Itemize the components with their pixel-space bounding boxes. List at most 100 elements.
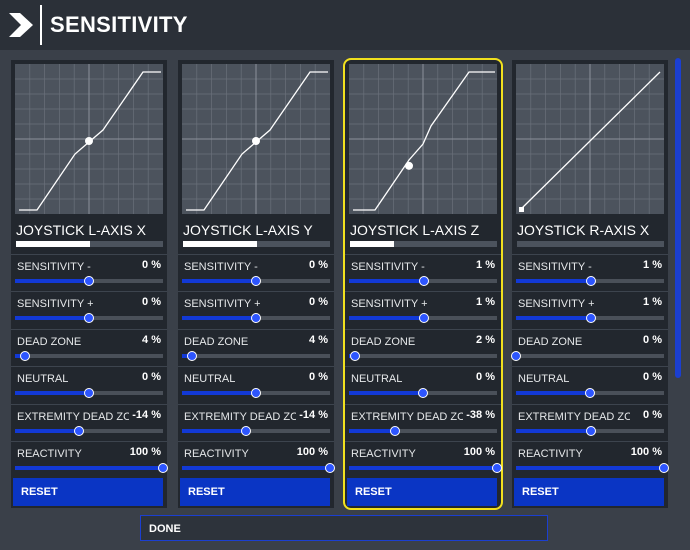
setting-row: REACTIVITY 100 %	[11, 441, 168, 479]
setting-slider[interactable]	[349, 313, 497, 323]
setting-slider[interactable]	[182, 426, 330, 436]
setting-slider[interactable]	[182, 313, 330, 323]
slider-thumb[interactable]	[389, 426, 400, 436]
axis-panel[interactable]: JOYSTICK L-AXIS X SENSITIVITY -0 % SENSITI…	[11, 60, 168, 508]
setting-slider[interactable]	[15, 463, 168, 473]
slider-thumb[interactable]	[325, 463, 335, 473]
response-curve-graph	[182, 64, 330, 214]
setting-slider[interactable]	[15, 388, 163, 398]
slider-thumb[interactable]	[585, 388, 595, 398]
setting-slider[interactable]	[182, 276, 330, 286]
axis-panel[interactable]: JOYSTICK L-AXIS Y SENSITIVITY -0 % SENSITI…	[178, 60, 335, 508]
slider-thumb[interactable]	[84, 313, 94, 323]
slider-fill	[349, 466, 497, 470]
setting-value: 0 %	[641, 409, 662, 421]
slider-thumb[interactable]	[586, 276, 597, 286]
header-bar: SENSITIVITY	[0, 0, 690, 50]
slider-thumb[interactable]	[418, 388, 428, 398]
setting-value: 0 %	[474, 371, 495, 383]
slider-thumb[interactable]	[492, 463, 502, 473]
reset-button[interactable]: RESET	[180, 478, 330, 506]
slider-fill	[15, 429, 79, 433]
slider-thumb[interactable]	[511, 351, 521, 361]
setting-label: SENSITIVITY +	[351, 298, 428, 310]
reset-button[interactable]: RESET	[514, 478, 664, 506]
slider-fill	[182, 391, 256, 395]
slider-thumb[interactable]	[73, 426, 84, 436]
setting-slider[interactable]	[516, 426, 664, 436]
done-button[interactable]: DONE	[140, 515, 548, 541]
axis-input-fill	[350, 241, 395, 247]
setting-row: REACTIVITY 100 %	[512, 441, 669, 479]
setting-slider[interactable]	[182, 351, 330, 361]
setting-row: DEAD ZONE 4 %	[11, 329, 167, 367]
setting-label: DEAD ZONE	[17, 336, 82, 348]
setting-value: -14 %	[297, 409, 328, 421]
setting-slider[interactable]	[349, 351, 497, 361]
axis-panel[interactable]: JOYSTICK R-AXIS X SENSITIVITY -1 % SENSITI…	[511, 60, 669, 508]
slider-thumb[interactable]	[20, 351, 31, 361]
reset-button[interactable]: RESET	[13, 478, 163, 506]
setting-label: DEAD ZONE	[184, 336, 249, 348]
scrollbar[interactable]	[675, 58, 681, 378]
setting-slider[interactable]	[349, 426, 497, 436]
setting-label: EXTREMITY DEAD ZONE	[518, 411, 630, 423]
setting-row: SENSITIVITY - 0 %	[178, 254, 334, 292]
setting-slider[interactable]	[349, 463, 502, 473]
setting-label: NEUTRAL	[351, 373, 403, 385]
setting-slider[interactable]	[15, 276, 163, 286]
setting-slider[interactable]	[15, 351, 163, 361]
setting-label: SENSITIVITY +	[518, 298, 595, 310]
curve-point	[519, 207, 524, 212]
setting-label: SENSITIVITY -	[184, 261, 258, 273]
setting-label: NEUTRAL	[17, 373, 69, 385]
slider-fill	[15, 316, 89, 320]
setting-label: DEAD ZONE	[518, 336, 583, 348]
setting-row: REACTIVITY 100 %	[178, 441, 335, 479]
setting-slider[interactable]	[516, 388, 664, 398]
axis-input-fill	[183, 241, 257, 247]
setting-slider[interactable]	[182, 463, 335, 473]
slider-thumb[interactable]	[84, 276, 94, 286]
setting-row: DEAD ZONE 2 %	[345, 329, 501, 367]
setting-label: SENSITIVITY +	[184, 298, 261, 310]
slider-thumb[interactable]	[187, 351, 198, 361]
page-title: SENSITIVITY	[50, 12, 188, 37]
setting-row: SENSITIVITY - 1 %	[345, 254, 501, 292]
slider-fill	[15, 391, 89, 395]
slider-thumb[interactable]	[349, 351, 360, 361]
slider-fill	[516, 466, 664, 470]
curve-point	[405, 161, 413, 170]
setting-slider[interactable]	[182, 388, 330, 398]
setting-slider[interactable]	[516, 313, 664, 323]
slider-thumb[interactable]	[251, 276, 261, 286]
setting-slider[interactable]	[15, 426, 163, 436]
slider-thumb[interactable]	[158, 463, 168, 473]
setting-label: SENSITIVITY -	[518, 261, 592, 273]
slider-thumb[interactable]	[659, 463, 669, 473]
axis-input-bar	[517, 241, 664, 247]
slider-thumb[interactable]	[419, 313, 430, 323]
slider-thumb[interactable]	[84, 388, 94, 398]
response-curve	[519, 71, 661, 211]
slider-thumb[interactable]	[251, 388, 261, 398]
slider-thumb[interactable]	[419, 276, 430, 286]
axis-panel[interactable]: JOYSTICK L-AXIS Z SENSITIVITY -1 % SENSITI…	[343, 58, 503, 510]
slider-thumb[interactable]	[240, 426, 251, 436]
slider-fill	[516, 429, 592, 433]
setting-slider[interactable]	[349, 388, 497, 398]
setting-slider[interactable]	[516, 463, 669, 473]
reset-button[interactable]: RESET	[347, 478, 497, 506]
slider-thumb[interactable]	[586, 426, 597, 436]
slider-fill	[182, 466, 330, 470]
setting-slider[interactable]	[511, 351, 664, 361]
setting-slider[interactable]	[349, 276, 497, 286]
slider-thumb[interactable]	[251, 313, 261, 323]
setting-slider[interactable]	[516, 276, 664, 286]
setting-slider[interactable]	[15, 313, 163, 323]
curve-point	[252, 137, 260, 145]
slider-thumb[interactable]	[586, 313, 597, 323]
setting-label: EXTREMITY DEAD ZONE	[351, 411, 463, 423]
setting-value: 4 %	[307, 334, 328, 346]
setting-label: REACTIVITY	[184, 448, 249, 460]
